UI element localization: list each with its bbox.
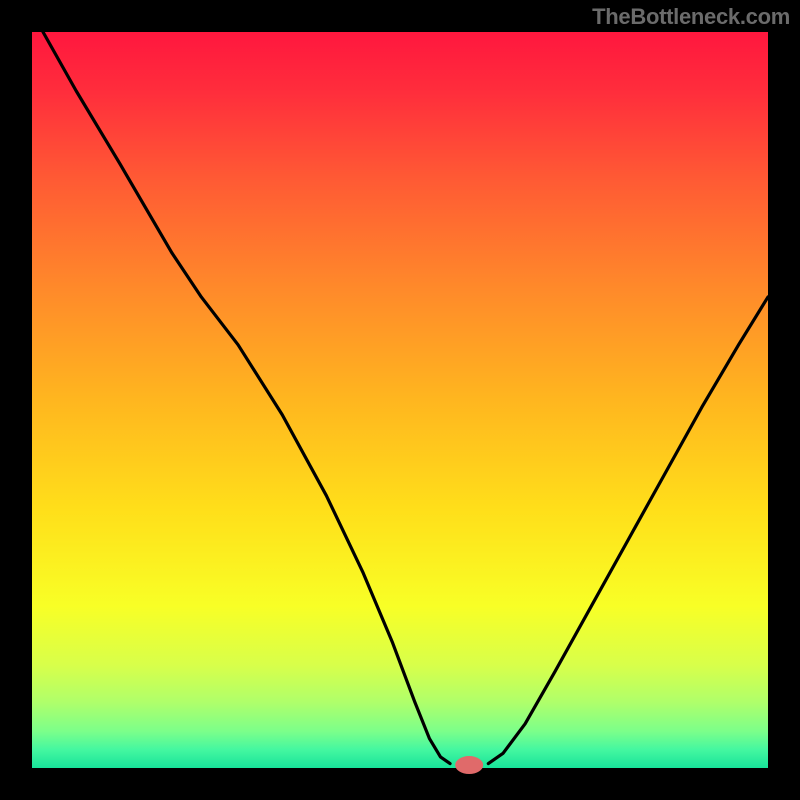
watermark-text: TheBottleneck.com bbox=[592, 4, 790, 30]
chart-container: TheBottleneck.com bbox=[0, 0, 800, 800]
bottleneck-chart bbox=[0, 0, 800, 800]
minimum-marker bbox=[455, 756, 483, 774]
plot-background bbox=[32, 32, 768, 768]
